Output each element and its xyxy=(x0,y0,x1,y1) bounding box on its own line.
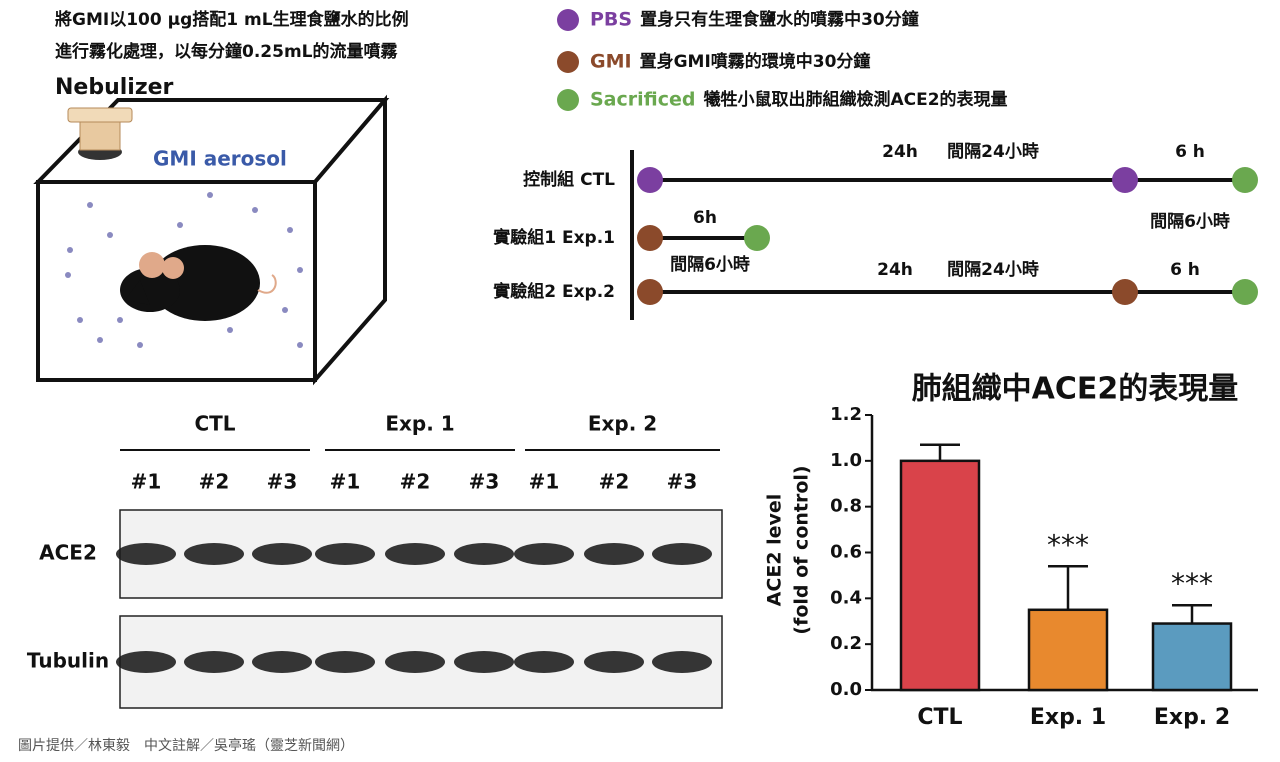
bar xyxy=(1027,608,1109,692)
blot-band xyxy=(514,651,574,673)
timeline-note: 6h xyxy=(693,208,717,228)
header-line: 將GMI以100 μg搭配1 mL生理食鹽水的比例 xyxy=(55,9,409,30)
timeline-dot xyxy=(637,167,663,193)
y-tick-label: 0.6 xyxy=(830,542,862,563)
bar xyxy=(1151,622,1233,692)
group-label: 實驗組1 Exp.1 xyxy=(493,227,615,248)
timeline-dot xyxy=(637,279,663,305)
lane-label: #1 xyxy=(131,470,162,494)
y-tick-label: 1.0 xyxy=(830,450,862,471)
lane-label: #3 xyxy=(667,470,698,494)
aerosol-label: GMI aerosol xyxy=(153,147,287,171)
blot-row-label: ACE2 xyxy=(39,541,97,565)
group-label: 控制組 CTL xyxy=(523,169,615,190)
blot-band xyxy=(252,651,312,673)
blot-band xyxy=(252,543,312,565)
legend-desc: 犧牲小鼠取出肺組織檢測ACE2的表現量 xyxy=(703,89,1007,110)
group-label: 實驗組2 Exp.2 xyxy=(493,281,615,302)
blot-band xyxy=(315,651,375,673)
timeline-dot xyxy=(1112,167,1138,193)
lane-label: #3 xyxy=(267,470,298,494)
legend-dot xyxy=(557,9,579,31)
timeline-note: 間隔6小時 xyxy=(1150,211,1230,232)
header-line: 進行霧化處理，以每分鐘0.25mL的流量噴霧 xyxy=(55,41,398,62)
legend-desc: 置身GMI噴霧的環境中30分鐘 xyxy=(640,51,871,72)
y-axis-label: ACE2 level xyxy=(764,494,786,607)
legend-dot xyxy=(557,51,579,73)
nebulizer-icon xyxy=(67,107,133,160)
lane-label: #2 xyxy=(199,470,230,494)
timeline-note: 間隔24小時 xyxy=(947,259,1039,280)
legend-key: PBS xyxy=(590,9,632,31)
blot-band xyxy=(454,543,514,565)
blot-band xyxy=(184,651,244,673)
blot-band xyxy=(116,543,176,565)
timeline-note: 6 h xyxy=(1175,142,1205,162)
blot-band xyxy=(514,543,574,565)
chart-title: 肺組織中ACE2的表現量 xyxy=(912,372,1239,407)
legend-dot xyxy=(557,89,579,111)
credit: 圖片提供／林東毅 中文註解／吳亭瑤（靈芝新聞網） xyxy=(18,737,354,754)
blot-band xyxy=(315,543,375,565)
blot-row-label: Tubulin xyxy=(27,649,109,673)
blot-band xyxy=(385,543,445,565)
mouse xyxy=(120,245,277,321)
y-tick-label: 0.2 xyxy=(830,633,862,654)
blot-band xyxy=(584,651,644,673)
timeline-note: 24h xyxy=(882,142,918,162)
y-tick-label: 0.4 xyxy=(830,587,862,608)
bar xyxy=(899,459,981,692)
y-tick-label: 0.8 xyxy=(830,496,862,517)
legend-desc: 置身只有生理食鹽水的噴霧中30分鐘 xyxy=(640,9,919,30)
legend-key: GMI xyxy=(590,51,632,73)
blot-group: CTL xyxy=(194,412,235,436)
aerosol-dots xyxy=(65,192,303,348)
timeline-note: 間隔6小時 xyxy=(670,254,750,275)
timeline-dot xyxy=(1232,279,1258,305)
y-axis-label: (fold of control) xyxy=(791,465,813,634)
x-tick-label: Exp. 1 xyxy=(1030,705,1106,730)
blot-band xyxy=(652,543,712,565)
blot-band xyxy=(184,543,244,565)
lane-label: #1 xyxy=(529,470,560,494)
timeline-dot xyxy=(744,225,770,251)
blot-band xyxy=(652,651,712,673)
timeline-dot xyxy=(637,225,663,251)
timeline-dot xyxy=(1232,167,1258,193)
y-tick-label: 1.2 xyxy=(830,404,862,425)
timeline-note: 24h xyxy=(877,260,913,280)
y-tick-label: 0.0 xyxy=(830,679,862,700)
blot-group: Exp. 1 xyxy=(385,412,454,436)
significance: *** xyxy=(1047,528,1089,561)
x-tick-label: CTL xyxy=(917,705,962,730)
significance: *** xyxy=(1171,567,1213,600)
lane-label: #1 xyxy=(330,470,361,494)
lane-label: #2 xyxy=(599,470,630,494)
blot-group: Exp. 2 xyxy=(588,412,657,436)
nebulizer-label: Nebulizer xyxy=(55,75,174,100)
blot-band xyxy=(385,651,445,673)
lane-label: #2 xyxy=(400,470,431,494)
blot-band xyxy=(116,651,176,673)
timeline-note: 6 h xyxy=(1170,260,1200,280)
blot-band xyxy=(454,651,514,673)
x-tick-label: Exp. 2 xyxy=(1154,705,1230,730)
timeline-dot xyxy=(1112,279,1138,305)
blot-band xyxy=(584,543,644,565)
timeline-note: 間隔24小時 xyxy=(947,141,1039,162)
legend-key: Sacrificed xyxy=(590,89,695,111)
lane-label: #3 xyxy=(469,470,500,494)
